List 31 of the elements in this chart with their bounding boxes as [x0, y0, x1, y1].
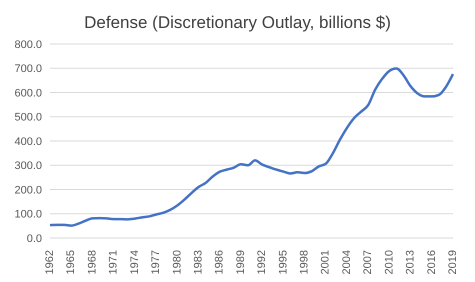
- x-tick-label: 1968: [86, 250, 98, 274]
- x-tick-label: 1971: [108, 250, 120, 274]
- y-tick-label: 600.0: [14, 87, 42, 100]
- x-tick-label: 1998: [298, 250, 311, 274]
- y-tick-label: 700.0: [14, 63, 42, 76]
- y-tick-label: 200.0: [14, 184, 42, 196]
- x-tick-label: 2007: [362, 250, 374, 274]
- line-series: [48, 67, 454, 227]
- y-tick-label: 100.0: [14, 208, 42, 221]
- x-tick-label: 1965: [65, 250, 78, 274]
- x-tick-label: 1962: [44, 250, 56, 274]
- x-tick-label: 2010: [383, 250, 396, 274]
- x-tick-label: 2019: [447, 250, 459, 274]
- x-tick-label: 1992: [256, 250, 268, 274]
- x-tick-label: 1986: [214, 250, 226, 274]
- x-tick-label: 2004: [340, 250, 353, 274]
- x-tick-label: 1995: [277, 250, 290, 274]
- x-tick-label: 1974: [128, 250, 141, 274]
- y-tick-label: 800.0: [14, 38, 42, 51]
- x-tick-label: 1989: [234, 250, 247, 274]
- x-tick-label: 2001: [320, 250, 332, 274]
- y-tick-label: 500.0: [14, 112, 42, 124]
- chart-title: Defense (Discretionary Outlay, billions $): [83, 12, 392, 34]
- x-tick-label: 1977: [150, 250, 162, 274]
- x-tick-label: 2013: [404, 250, 417, 274]
- x-tick-label: 2016: [426, 250, 438, 274]
- x-tick-label: 1983: [192, 250, 204, 274]
- y-tick-label: 300.0: [14, 160, 42, 172]
- y-tick-label: 400.0: [14, 136, 42, 148]
- x-tick-label: 1980: [171, 250, 184, 274]
- y-tick-label: 0.0: [26, 232, 42, 245]
